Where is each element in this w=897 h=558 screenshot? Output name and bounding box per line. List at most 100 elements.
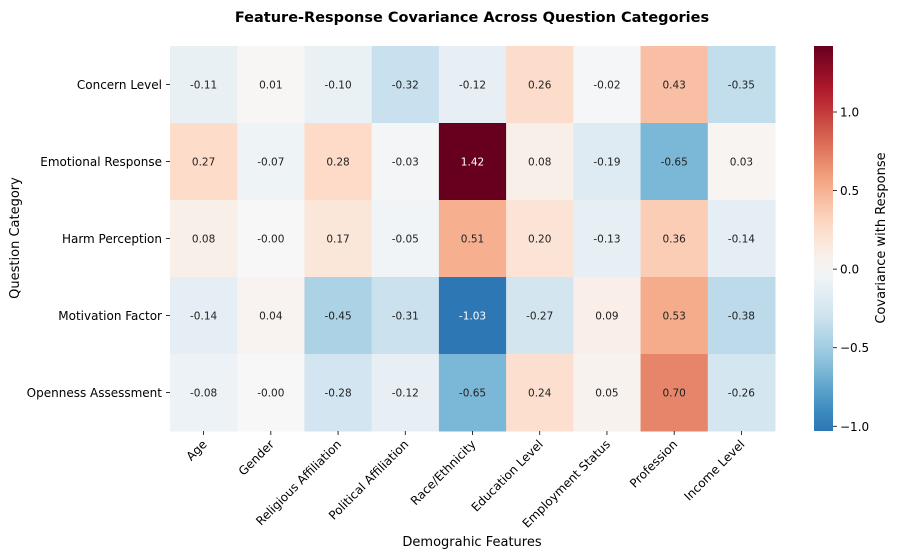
- heatmap-cell: [304, 123, 373, 201]
- heatmap-cell: [304, 354, 373, 432]
- heatmap-cells: -0.11 0.01 -0.10 -0.32 -0.12 0.26 -0.02 0.43 -0.…: [170, 46, 776, 432]
- cell-value-label: -0.02: [593, 80, 620, 92]
- heatmap-cell: [237, 123, 305, 201]
- heatmap-cell: [707, 46, 776, 124]
- cell-value-label: -0.14: [190, 311, 217, 323]
- cell-value-label: 0.09: [595, 311, 618, 323]
- cell-value-label: 0.08: [192, 234, 215, 246]
- cell-value-label: 0.36: [662, 234, 686, 246]
- cell-value-label: -0.12: [392, 388, 419, 400]
- cell-value-label: -0.11: [190, 80, 217, 92]
- heatmap-cell: [304, 200, 373, 278]
- cell-value-label: -0.08: [190, 388, 217, 400]
- cell-value-label: -0.31: [392, 311, 419, 323]
- cell-value-label: -0.26: [728, 388, 755, 400]
- cell-value-label: -0.45: [324, 311, 351, 323]
- cell-value-label: 0.03: [730, 157, 753, 169]
- cell-value-label: -0.13: [593, 234, 620, 246]
- heatmap-cell: [707, 277, 776, 355]
- cell-value-label: 0.28: [326, 157, 349, 169]
- cell-value-label: -0.38: [728, 311, 755, 323]
- heatmap-cell: [640, 277, 709, 355]
- heatmap-cell: [573, 123, 642, 201]
- heatmap-cell: [371, 354, 440, 432]
- cell-value-label: -0.28: [324, 388, 351, 400]
- y-tick-label: Harm Perception: [62, 232, 162, 246]
- heatmap-cell: [170, 200, 238, 278]
- x-tick-label: Education Level: [469, 437, 546, 514]
- heatmap-cell: [506, 46, 574, 124]
- heatmap-cell: [371, 277, 440, 355]
- cell-value-label: 0.27: [192, 157, 215, 169]
- cell-value-label: -0.00: [257, 388, 284, 400]
- cell-value-label: 0.26: [528, 80, 552, 92]
- y-axis-ticks: Concern Level Emotional Response Harm Perc…: [27, 78, 170, 400]
- heatmap-cell: [304, 46, 373, 124]
- cell-value-label: -0.32: [392, 80, 419, 92]
- cell-value-label: 1.42: [461, 157, 484, 169]
- heatmap-cell: [438, 277, 507, 355]
- cell-value-label: -1.03: [459, 311, 486, 323]
- cell-value-label: 0.70: [662, 388, 685, 400]
- x-tick-label: Race/Ethnicity: [408, 437, 479, 508]
- heatmap-cell: [707, 200, 776, 278]
- heatmap-cell: [237, 200, 305, 278]
- cell-value-label: 0.53: [662, 311, 685, 323]
- heatmap-cell: [170, 123, 238, 201]
- cell-value-label: 0.24: [528, 388, 552, 400]
- heatmap-cell: [573, 277, 642, 355]
- cell-value-label: 0.08: [528, 157, 551, 169]
- cell-value-label: 0.01: [259, 80, 282, 92]
- heatmap-cell: [438, 354, 507, 432]
- cell-value-label: 0.04: [259, 311, 283, 323]
- y-tick-label: Emotional Response: [40, 155, 162, 169]
- colorbar-label: Covariance with Response: [874, 152, 889, 323]
- cell-value-label: 0.43: [662, 80, 685, 92]
- heatmap-cell: [438, 46, 507, 124]
- heatmap-cell: [640, 46, 709, 124]
- cell-value-label: 0.51: [461, 234, 484, 246]
- cell-value-label: 0.17: [326, 234, 349, 246]
- x-tick-label: Gender: [236, 437, 277, 478]
- y-tick-label: Motivation Factor: [58, 309, 162, 323]
- x-tick-label: Income Level: [681, 437, 747, 503]
- heatmap-cell: [506, 200, 574, 278]
- cell-value-label: -0.14: [728, 234, 755, 246]
- cell-value-label: -0.27: [526, 311, 553, 323]
- heatmap-cell: [237, 354, 305, 432]
- cell-value-label: -0.05: [392, 234, 419, 246]
- colorbar-tick-label: −1.0: [840, 420, 869, 434]
- heatmap-cell: [438, 123, 507, 201]
- colorbar-tick-label: −0.5: [840, 341, 869, 355]
- colorbar-tick-label: 1.0: [840, 106, 859, 120]
- x-tick-label: Age: [183, 437, 209, 463]
- heatmap-cell: [506, 123, 574, 201]
- cell-value-label: 0.05: [595, 388, 618, 400]
- cell-value-label: -0.07: [257, 157, 284, 169]
- heatmap-cell: [371, 46, 440, 124]
- colorbar: −1.0 −0.5 0.0 0.5 1.0: [814, 46, 869, 434]
- heatmap-cell: [506, 354, 574, 432]
- cell-value-label: -0.00: [257, 234, 284, 246]
- y-tick-label: Concern Level: [77, 78, 162, 92]
- cell-value-label: -0.12: [459, 80, 486, 92]
- colorbar-gradient: [814, 46, 833, 431]
- heatmap-cell: [573, 354, 642, 432]
- heatmap-cell: [371, 200, 440, 278]
- colorbar-tick-label: 0.0: [840, 263, 859, 277]
- heatmap-cell: [573, 200, 642, 278]
- colorbar-tick-label: 0.5: [840, 184, 859, 198]
- cell-value-label: -0.10: [324, 80, 351, 92]
- x-axis-label: Demograhic Features: [402, 535, 541, 550]
- heatmap-cell: [640, 123, 709, 201]
- heatmap-cell: [438, 200, 507, 278]
- heatmap-cell: [573, 46, 642, 124]
- heatmap-cell: [170, 354, 238, 432]
- heatmap-cell: [707, 123, 776, 201]
- cell-value-label: -0.03: [392, 157, 419, 169]
- chart-title: Feature-Response Covariance Across Quest…: [235, 10, 709, 26]
- y-axis-label: Question Category: [8, 177, 23, 299]
- heatmap-cell: [640, 354, 709, 432]
